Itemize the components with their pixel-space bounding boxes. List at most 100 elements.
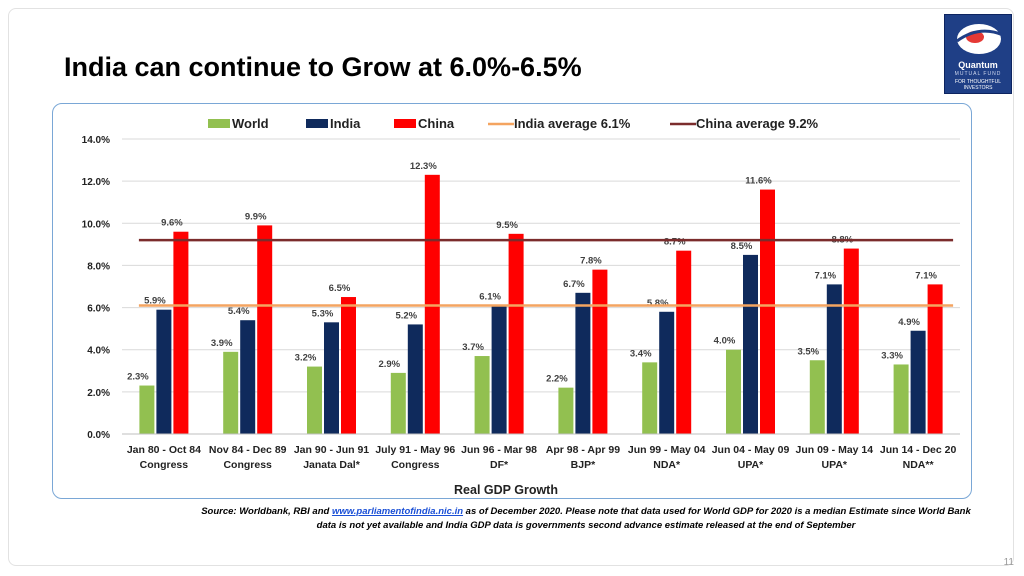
x-tick-label: Jan 80 - Oct 84	[127, 444, 201, 456]
y-tick-label: 0.0%	[87, 430, 110, 441]
china-data-label: 9.5%	[496, 220, 518, 231]
world-bar	[726, 349, 741, 434]
legend-world-swatch	[208, 119, 230, 128]
china-data-label: 9.9%	[245, 211, 267, 222]
world-bar	[893, 364, 909, 434]
x-tick-label: Jun 99 - May 04	[628, 444, 706, 456]
china-data-label: 7.8%	[580, 256, 602, 267]
world-bar	[307, 366, 322, 434]
india-data-label: 5.9%	[144, 296, 166, 307]
world-data-label: 3.9%	[211, 338, 233, 349]
world-bar	[642, 362, 658, 434]
legend-china-average-label: China average 9.2%	[696, 116, 819, 131]
india-bar	[826, 284, 842, 434]
world-data-label: 4.0%	[714, 336, 736, 347]
india-data-label: 5.8%	[647, 298, 669, 309]
china-bar	[257, 225, 273, 434]
china-data-label: 8.7%	[664, 237, 686, 248]
china-data-label: 6.5%	[329, 283, 351, 294]
india-bar	[575, 292, 591, 434]
china-bar	[508, 233, 524, 434]
world-data-label: 3.2%	[295, 353, 317, 364]
slide-title: India can continue to Grow at 6.0%-6.5%	[64, 52, 582, 82]
x-tick-label: July 91 - May 96	[375, 444, 455, 456]
y-tick-label: 6.0%	[87, 304, 110, 315]
india-data-label: 5.3%	[312, 308, 334, 319]
x-tick-sublabel: Janata Dal*	[303, 459, 361, 471]
x-tick-sublabel: UPA*	[738, 459, 764, 471]
china-bar	[676, 250, 692, 434]
x-tick-sublabel: BJP*	[571, 459, 596, 471]
logo-tagline-1: FOR THOUGHTFUL	[954, 79, 1002, 85]
world-data-label: 2.3%	[127, 372, 149, 383]
china-bar	[760, 189, 775, 434]
world-bar	[139, 385, 155, 434]
y-tick-label: 2.0%	[87, 388, 110, 399]
world-bar	[390, 372, 406, 434]
logo-brand: Quantum	[958, 60, 998, 70]
india-bar	[910, 330, 926, 434]
source-suffix: as of December 2020. Please note that da…	[316, 506, 971, 531]
legend-world-label: World	[232, 116, 269, 131]
world-data-label: 3.3%	[881, 350, 903, 361]
x-tick-sublabel: Congress	[223, 459, 272, 471]
logo-emblem-icon	[956, 24, 1004, 54]
china-bar	[927, 284, 943, 434]
china-bar	[173, 231, 189, 434]
india-data-label: 8.5%	[731, 241, 753, 252]
world-bar	[474, 356, 490, 434]
china-data-label: 7.1%	[915, 270, 937, 281]
china-bar	[592, 269, 608, 434]
source-note: Source: Worldbank, RBI and www.parliamen…	[196, 505, 976, 533]
x-tick-sublabel: DF*	[490, 459, 509, 471]
logo-tagline: FOR THOUGHTFUL INVESTORS	[945, 79, 1011, 91]
world-data-label: 3.7%	[462, 342, 484, 353]
india-bar	[407, 324, 423, 434]
logo-tagline-2: INVESTORS	[963, 85, 993, 91]
china-data-label: 9.6%	[161, 218, 183, 229]
legend-china-swatch	[394, 119, 416, 128]
india-data-label: 4.9%	[898, 317, 920, 328]
y-tick-label: 10.0%	[82, 219, 110, 230]
china-bar	[843, 248, 859, 434]
china-data-label: 11.6%	[745, 176, 772, 187]
x-tick-sublabel: NDA*	[653, 459, 681, 471]
logo-sub: MUTUAL FUND	[954, 71, 1002, 77]
india-bar	[743, 254, 758, 434]
quantum-logo: Quantum MUTUAL FUND FOR THOUGHTFUL INVES…	[944, 14, 1012, 94]
world-data-label: 3.4%	[630, 348, 652, 359]
world-bar	[558, 387, 574, 434]
y-tick-label: 4.0%	[87, 346, 110, 357]
china-bar	[341, 297, 356, 434]
page-number: 11	[1003, 557, 1014, 568]
y-tick-label: 12.0%	[82, 177, 110, 188]
x-tick-sublabel: Congress	[391, 459, 440, 471]
world-bar	[809, 360, 825, 434]
x-tick-sublabel: NDA**	[903, 459, 935, 471]
world-data-label: 3.5%	[797, 346, 819, 357]
x-tick-label: Jan 90 - Jun 91	[294, 444, 369, 456]
x-tick-sublabel: Congress	[140, 459, 189, 471]
y-tick-label: 14.0%	[82, 135, 110, 146]
legend-india-label: India	[330, 116, 361, 131]
india-data-label: 6.1%	[479, 291, 501, 302]
x-tick-label: Jun 04 - May 09	[712, 444, 790, 456]
chart-container	[52, 103, 972, 499]
legend-india-swatch	[306, 119, 328, 128]
india-bar	[491, 305, 507, 434]
world-bar	[223, 351, 239, 434]
x-tick-label: Jun 09 - May 14	[795, 444, 873, 456]
india-bar	[156, 309, 172, 434]
source-prefix: Source: Worldbank, RBI and	[201, 506, 332, 517]
y-tick-label: 8.0%	[87, 261, 110, 272]
x-axis-title: Real GDP Growth	[454, 483, 558, 497]
source-link[interactable]: www.parliamentofindia.nic.in	[331, 506, 464, 517]
india-data-label: 5.2%	[395, 310, 417, 321]
x-tick-label: Apr 98 - Apr 99	[546, 444, 620, 456]
world-data-label: 2.2%	[546, 374, 568, 385]
china-data-label: 12.3%	[410, 161, 437, 172]
india-data-label: 6.7%	[563, 279, 585, 290]
world-data-label: 2.9%	[378, 359, 400, 370]
legend-india-average-label: India average 6.1%	[514, 116, 631, 131]
